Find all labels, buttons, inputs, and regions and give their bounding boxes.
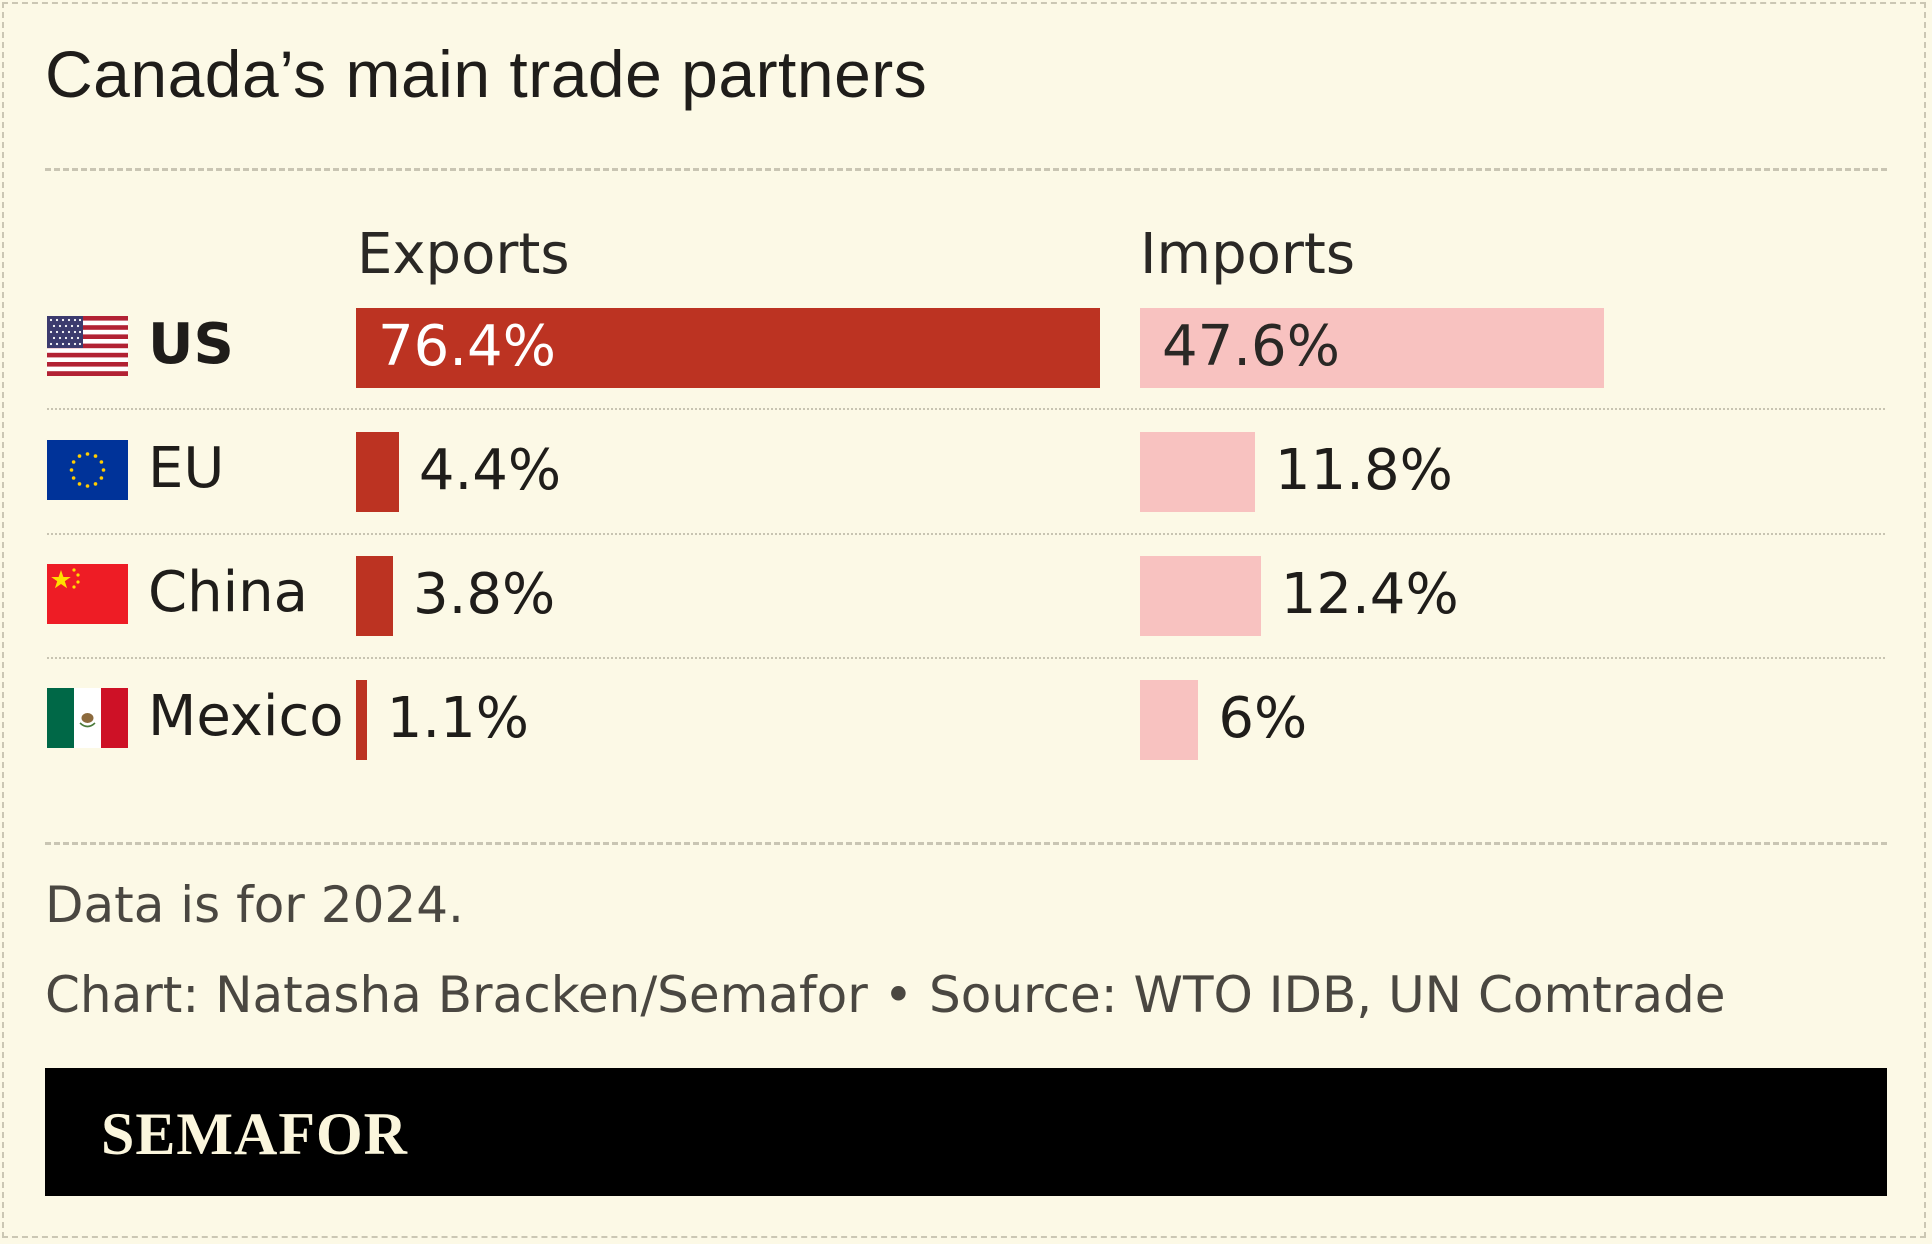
- mexico-flag-icon: [47, 688, 128, 748]
- exports-value-us: 76.4%: [378, 314, 556, 379]
- exports-header: Exports: [357, 222, 570, 287]
- row-divider: [47, 533, 1885, 535]
- exports-bar-us: [356, 308, 1100, 388]
- row-mexico: Mexico 1.1% 6%: [0, 680, 1932, 760]
- country-label-eu: EU: [148, 436, 225, 501]
- imports-bar-eu: [1140, 432, 1255, 512]
- imports-bar-us: [1140, 308, 1604, 388]
- exports-bar-china: [356, 556, 393, 636]
- top-divider: [45, 168, 1887, 171]
- imports-value-eu: 11.8%: [1274, 438, 1453, 503]
- imports-value-mexico: 6%: [1218, 686, 1308, 751]
- row-us: US 76.4% 47.6%: [0, 308, 1932, 388]
- exports-bar-eu: [356, 432, 399, 512]
- row-divider: [47, 657, 1885, 659]
- country-label-china: China: [148, 560, 308, 625]
- eu-flag-icon: [47, 440, 128, 500]
- semafor-logo: SEMAFOR: [101, 1101, 408, 1167]
- imports-header: Imports: [1140, 222, 1356, 287]
- data-note: Data is for 2024.: [45, 876, 464, 934]
- exports-bar-mexico: [356, 680, 367, 760]
- row-divider: [47, 408, 1885, 410]
- imports-value-china: 12.4%: [1280, 562, 1459, 627]
- exports-value-eu: 4.4%: [418, 438, 562, 503]
- source-credit: Chart: Natasha Bracken/Semafor • Source:…: [45, 966, 1726, 1024]
- exports-value-china: 3.8%: [413, 562, 556, 627]
- exports-value-mexico: 1.1%: [386, 686, 529, 751]
- china-flag-icon: [47, 564, 128, 624]
- brand-footer: SEMAFOR: [45, 1068, 1887, 1196]
- country-label-mexico: Mexico: [148, 684, 344, 749]
- chart-title: Canada’s main trade partners: [45, 37, 928, 111]
- row-eu: EU 4.4% 11.8%: [0, 432, 1932, 512]
- imports-bar-mexico: [1140, 680, 1199, 760]
- us-flag-icon: [47, 316, 128, 376]
- country-label-us: US: [148, 312, 234, 377]
- imports-value-us: 47.6%: [1162, 314, 1340, 379]
- bottom-divider: [45, 842, 1887, 845]
- imports-bar-china: [1140, 556, 1261, 636]
- row-china: China 3.8% 12.4%: [0, 556, 1932, 636]
